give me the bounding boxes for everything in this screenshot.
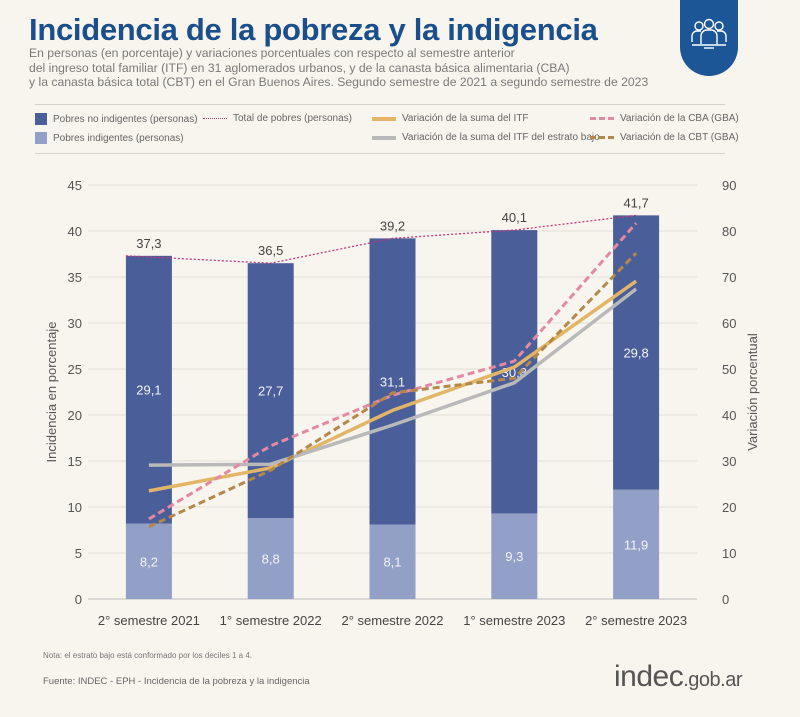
x-tick-label: 1° semestre 2023 bbox=[463, 613, 565, 628]
legend-item: Variación de la CBT (GBA) bbox=[590, 132, 739, 143]
y2-tick-label: 10 bbox=[722, 546, 736, 561]
bar-label-indigentes: 8,2 bbox=[140, 554, 158, 569]
x-tick-label: 2° semestre 2022 bbox=[341, 613, 443, 628]
chart: 0 5 10 15 20 25 30 35 40 45 0 10 20 30 40 50 60 70 80 90 Inc… bbox=[44, 178, 760, 628]
total-label: 41,7 bbox=[623, 195, 648, 210]
footnote: Nota: el estrato bajo está conformado po… bbox=[43, 651, 253, 660]
legend-item: Total de pobres (personas) bbox=[203, 113, 352, 124]
y-tick-label: 20 bbox=[68, 408, 82, 423]
total-label: 37,3 bbox=[136, 236, 161, 251]
bar-no-indigentes bbox=[247, 263, 294, 519]
y-tick-label: 10 bbox=[68, 500, 82, 515]
legend-label: Variación de la suma del ITF del estrato… bbox=[402, 132, 600, 143]
legend-label: Total de pobres (personas) bbox=[233, 113, 352, 124]
x-tick-label: 2° semestre 2023 bbox=[585, 613, 687, 628]
y-tick-label: 35 bbox=[68, 270, 82, 285]
bar-indigentes bbox=[247, 518, 294, 599]
subtitle-line: y la canasta básica total (CBT) en el Gr… bbox=[29, 75, 649, 89]
people-group-icon bbox=[691, 18, 727, 49]
subtitle-line: del ingreso total familiar (ITF) en 31 a… bbox=[29, 60, 570, 75]
legend-swatch bbox=[372, 135, 396, 140]
bar-no-indigentes bbox=[369, 238, 416, 525]
bar-label-no-indigentes: 29,1 bbox=[136, 383, 161, 398]
total-label: 39,2 bbox=[380, 218, 405, 233]
y2-tick-label: 30 bbox=[722, 454, 736, 469]
y2-tick-label: 0 bbox=[722, 592, 729, 607]
page-subtitle: En personas (en porcentaje) y variacione… bbox=[29, 46, 669, 90]
bar-no-indigentes bbox=[613, 215, 660, 490]
bar-label-no-indigentes: 27,7 bbox=[258, 384, 283, 399]
x-tick-label: 2° semestre 2021 bbox=[98, 613, 200, 628]
y-axis-label: Incidencia en porcentaje bbox=[44, 322, 59, 463]
y2-tick-label: 80 bbox=[722, 224, 736, 239]
series-line-variaci-n-de-la-suma-del-itf-del-estrato-bajo bbox=[148, 287, 638, 467]
brand-logo: indec.gob.ar bbox=[614, 660, 742, 694]
y2-tick-label: 40 bbox=[722, 408, 736, 423]
bar-indigentes bbox=[613, 489, 660, 599]
category-badge bbox=[680, 0, 738, 76]
chart-legend: Pobres no indigentes (personas) Pobres i… bbox=[35, 104, 739, 154]
legend-item: Variación de la CBA (GBA) bbox=[590, 113, 739, 124]
y2-axis-label: Variación porcentual bbox=[745, 333, 760, 451]
total-label: 40,1 bbox=[502, 210, 527, 225]
y-tick-label: 15 bbox=[68, 454, 82, 469]
total-poverty-line bbox=[125, 214, 637, 264]
legend-item: Variación de la suma del ITF del estrato… bbox=[372, 132, 600, 143]
y2-tick-label: 70 bbox=[722, 270, 736, 285]
y-tick-label: 30 bbox=[68, 316, 82, 331]
bar-label-no-indigentes: 29,8 bbox=[623, 345, 648, 360]
bar-indigentes bbox=[369, 524, 416, 599]
subtitle-line: En personas (en porcentaje) y variacione… bbox=[29, 46, 515, 60]
y2-tick-label: 60 bbox=[722, 316, 736, 331]
brand-suffix: .gob.ar bbox=[683, 669, 742, 691]
bar-label-indigentes: 11,9 bbox=[624, 537, 648, 552]
source-text: Fuente: INDEC - EPH - Incidencia de la p… bbox=[43, 676, 310, 687]
legend-item: Pobres indigentes (personas) bbox=[35, 132, 184, 144]
x-tick-label: 1° semestre 2022 bbox=[220, 613, 322, 628]
bar-label-no-indigentes: 31,1 bbox=[380, 374, 405, 389]
y-tick-label: 5 bbox=[75, 546, 82, 561]
bar-indigentes bbox=[491, 513, 538, 599]
series-line-variaci-n-de-la-cba-gba- bbox=[148, 222, 638, 521]
legend-swatch bbox=[203, 118, 227, 119]
y2-tick-label: 20 bbox=[722, 500, 736, 515]
legend-swatch bbox=[590, 117, 614, 120]
legend-label: Variación de la CBA (GBA) bbox=[620, 113, 739, 124]
legend-label: Pobres indigentes (personas) bbox=[53, 132, 184, 144]
brand-main: indec bbox=[614, 660, 684, 693]
legend-item: Pobres no indigentes (personas) bbox=[35, 113, 198, 125]
y2-tick-label: 50 bbox=[722, 362, 736, 377]
series-line-variaci-n-de-la-cbt-gba- bbox=[148, 252, 638, 529]
series-line-variaci-n-de-la-suma-del-itf bbox=[148, 279, 638, 493]
legend-swatch bbox=[35, 132, 47, 144]
legend-swatch bbox=[35, 113, 47, 125]
y-tick-label: 0 bbox=[75, 592, 82, 607]
legend-swatch bbox=[372, 116, 396, 121]
legend-label: Variación de la suma del ITF bbox=[402, 113, 529, 124]
legend-item: Variación de la suma del ITF bbox=[372, 113, 529, 124]
bar-no-indigentes bbox=[125, 255, 172, 524]
y-tick-label: 40 bbox=[68, 224, 82, 239]
page-title: Incidencia de la pobreza y la indigencia bbox=[29, 12, 598, 47]
y-tick-label: 25 bbox=[68, 362, 82, 377]
legend-label: Pobres no indigentes (personas) bbox=[53, 113, 198, 125]
bar-label-indigentes: 8,1 bbox=[383, 555, 401, 570]
y-tick-label: 45 bbox=[68, 178, 82, 193]
bar-label-indigentes: 8,8 bbox=[262, 552, 280, 567]
legend-swatch bbox=[590, 136, 614, 139]
bar-label-indigentes: 9,3 bbox=[505, 549, 523, 564]
legend-label: Variación de la CBT (GBA) bbox=[620, 132, 739, 143]
total-label: 36,5 bbox=[258, 243, 283, 258]
bar-indigentes bbox=[125, 523, 172, 599]
y2-tick-label: 90 bbox=[722, 178, 736, 193]
